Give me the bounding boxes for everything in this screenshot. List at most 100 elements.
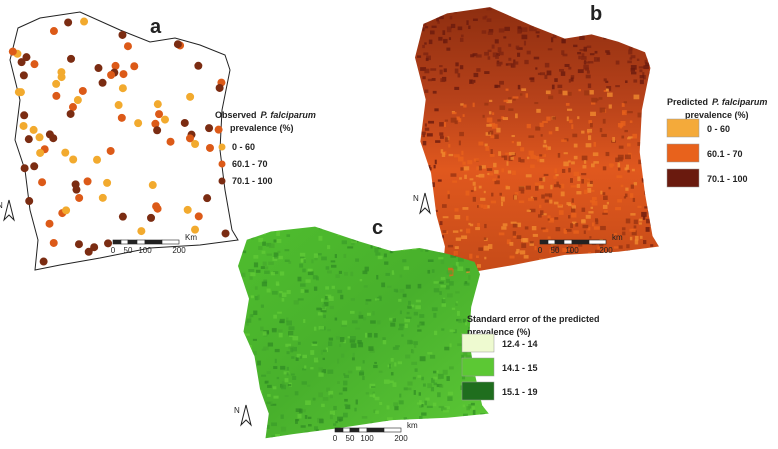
texture-cell [344,374,350,379]
texture-cell [463,104,467,108]
survey-point [75,193,84,202]
texture-cell [567,25,571,28]
texture-cell [350,298,355,301]
texture-cell [366,312,371,316]
texture-cell [437,281,444,284]
texture-cell [565,228,572,232]
texture-cell [253,262,259,268]
texture-cell [364,266,369,272]
texture-cell [492,52,498,58]
texture-cell [645,248,652,253]
survey-point [147,213,156,222]
texture-cell [592,152,599,157]
texture-cell [262,331,267,336]
texture-cell [554,78,558,82]
texture-cell [390,322,396,327]
texture-cell [442,230,447,234]
texture-cell [587,135,592,141]
texture-cell [613,232,617,236]
texture-cell [468,326,471,331]
texture-cell [433,370,437,374]
texture-cell [329,410,336,416]
texture-cell [516,248,520,253]
texture-cell [648,108,652,112]
survey-point [194,212,203,221]
texture-cell [298,408,303,414]
texture-cell [606,201,610,205]
texture-cell [399,323,405,329]
texture-cell [422,236,426,241]
texture-cell [484,143,488,147]
texture-cell [248,439,251,444]
texture-cell [516,47,523,50]
texture-cell [469,253,473,259]
texture-cell [392,239,395,242]
texture-cell [496,127,501,133]
texture-cell [417,375,422,378]
texture-cell [417,55,422,58]
texture-cell [525,185,531,190]
texture-cell [542,144,548,148]
texture-cell [420,163,426,169]
texture-cell [615,85,620,88]
texture-cell [630,55,636,59]
texture-cell [568,261,575,265]
texture-cell [573,143,578,148]
texture-cell [528,135,535,138]
texture-cell [621,135,625,139]
texture-cell [424,42,427,45]
texture-cell [582,14,587,17]
texture-cell [275,434,281,439]
texture-cell [646,11,651,14]
texture-cell [570,207,576,213]
texture-cell [528,197,535,202]
texture-cell [394,405,399,411]
survey-point [30,162,39,171]
texture-cell [291,356,295,359]
texture-cell [628,49,633,55]
texture-cell [296,353,301,358]
texture-cell [579,49,585,52]
texture-cell [599,29,603,32]
texture-cell [617,276,622,278]
texture-cell [349,310,355,314]
texture-cell [588,253,592,259]
texture-cell [335,421,338,424]
texture-cell [426,233,432,238]
texture-cell [450,173,457,177]
texture-cell [370,421,374,425]
texture-cell [249,345,252,350]
survey-point [74,240,83,249]
texture-cell [382,339,387,345]
texture-cell [468,222,471,226]
texture-cell [472,196,476,202]
texture-cell [264,380,269,384]
texture-cell [644,102,648,107]
texture-cell [444,406,451,410]
texture-cell [521,243,527,248]
texture-cell [404,318,411,323]
texture-cell [568,91,572,96]
texture-cell [431,438,435,441]
texture-cell [446,270,453,275]
texture-cell [605,151,610,157]
texture-cell [497,175,500,179]
texture-cell [560,191,565,197]
texture-cell [487,205,490,209]
texture-cell [461,150,464,156]
texture-cell [651,271,657,274]
texture-cell [621,260,626,265]
texture-cell [643,41,646,45]
texture-cell [494,170,499,174]
texture-cell [345,227,349,232]
texture-cell [455,302,458,306]
texture-cell [321,369,327,374]
texture-cell [589,53,595,56]
texture-cell [649,162,653,165]
texture-cell [274,255,279,259]
texture-cell [485,145,490,151]
texture-cell [286,290,291,295]
texture-cell [532,268,537,271]
survey-point [118,30,127,39]
texture-cell [418,22,424,26]
